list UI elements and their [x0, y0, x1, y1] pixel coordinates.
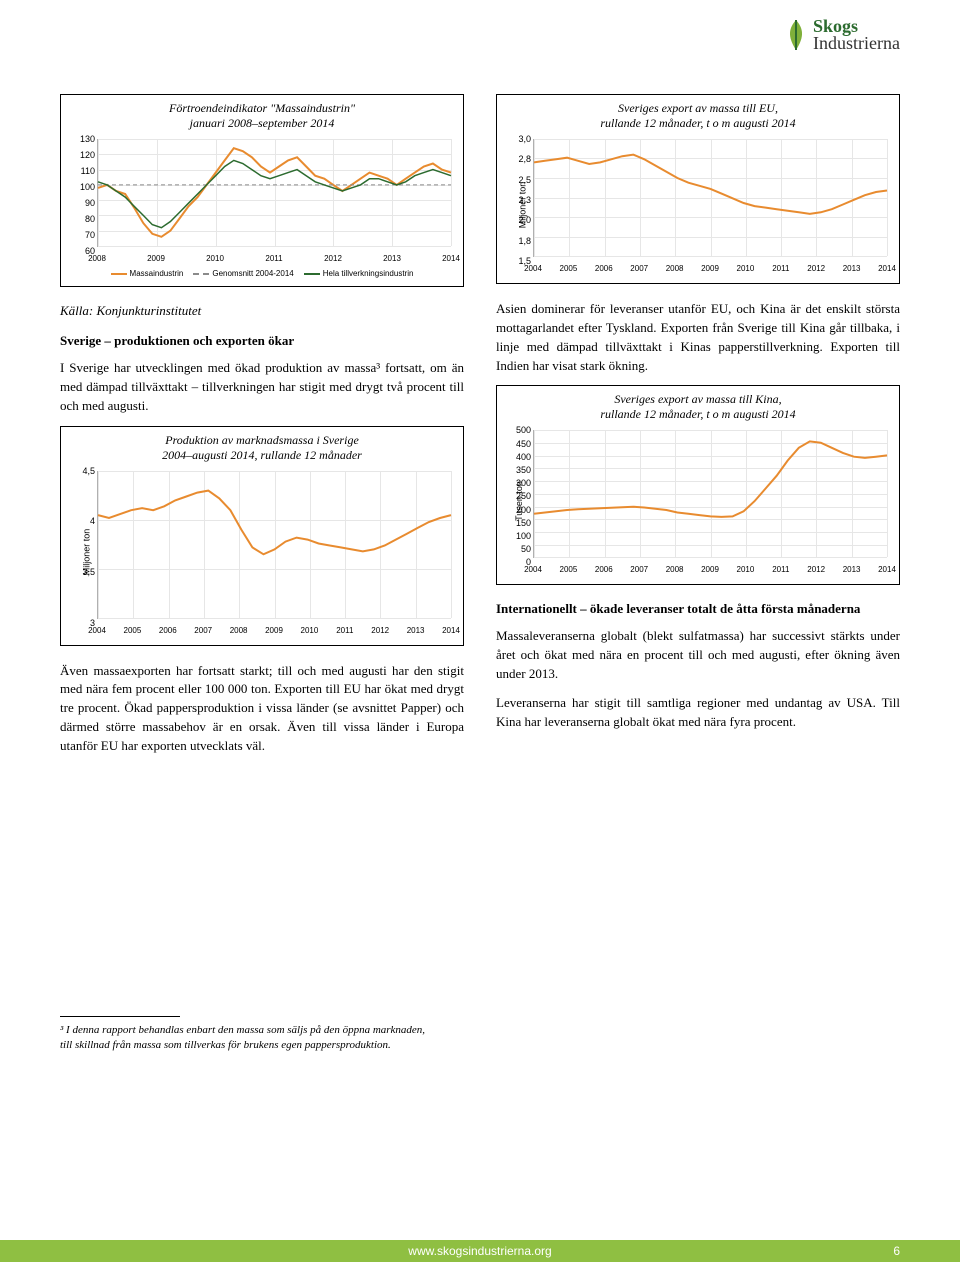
paragraph: I Sverige har utvecklingen med ökad prod… — [60, 359, 464, 416]
chart-fortroende: Förtroendeindikator "Massaindustrin" jan… — [60, 94, 464, 287]
plot-area-wrapper: Miljoner ton 33,544,5 200420052006200720… — [69, 467, 455, 637]
chart-title: Produktion av marknadsmassa i Sverige 20… — [69, 433, 455, 463]
plot-area — [97, 471, 451, 619]
chart-title: Förtroendeindikator "Massaindustrin" jan… — [69, 101, 455, 131]
page-number: 6 — [893, 1244, 900, 1258]
left-column: Förtroendeindikator "Massaindustrin" jan… — [60, 94, 464, 1052]
x-ticks: 2004200520062007200820092010201120122013… — [533, 560, 887, 576]
paragraph: Leveranserna har stigit till samtliga re… — [496, 694, 900, 732]
x-ticks: 2008200920102011201220132014 — [97, 249, 451, 265]
footnote: ³ I denna rapport behandlas enbart den m… — [60, 1023, 440, 1053]
y-ticks: 1,51,82,02,32,52,83,0 — [505, 135, 533, 257]
plot-area-wrapper: 60708090100110120130 2008200920102011201… — [69, 135, 455, 265]
plot-area — [97, 139, 451, 247]
source-line: Källa: Konjunkturinstitutet — [60, 303, 464, 319]
page: Skogs Industrierna Förtroendeindikator "… — [0, 0, 960, 1052]
chart-title: Sveriges export av massa till EU, rullan… — [505, 101, 891, 131]
leaf-icon — [783, 18, 809, 52]
chart-export-kina: Sveriges export av massa till Kina, rull… — [496, 385, 900, 585]
x-ticks: 2004200520062007200820092010201120122013… — [97, 621, 451, 637]
plot-area-wrapper: Tusen ton 050100150200250300350400450500… — [505, 426, 891, 576]
two-column-layout: Förtroendeindikator "Massaindustrin" jan… — [60, 94, 900, 1052]
chart-export-eu: Sveriges export av massa till EU, rullan… — [496, 94, 900, 284]
y-ticks: 050100150200250300350400450500 — [505, 426, 533, 558]
plot-area-wrapper: Miljoner ton 1,51,82,02,32,52,83,0 20042… — [505, 135, 891, 275]
chart-produktion: Produktion av marknadsmassa i Sverige 20… — [60, 426, 464, 646]
footer-url: www.skogsindustrierna.org — [408, 1244, 551, 1258]
paragraph: Asien dominerar för leveranser utanför E… — [496, 300, 900, 375]
paragraph: Massaleveranserna globalt (blekt sulfatm… — [496, 627, 900, 684]
footer-bar: www.skogsindustrierna.org 6 — [0, 1240, 960, 1262]
y-ticks: 60708090100110120130 — [69, 135, 97, 247]
section-heading-sverige: Sverige – produktionen och exporten ökar — [60, 333, 464, 349]
legend: MassaindustrinGenomsnitt 2004-2014Hela t… — [69, 269, 455, 278]
logo: Skogs Industrierna — [783, 18, 900, 52]
paragraph: Även massaexporten har fortsatt starkt; … — [60, 662, 464, 756]
right-column: Sveriges export av massa till EU, rullan… — [496, 94, 900, 1052]
plot-area — [533, 430, 887, 558]
section-heading-international: Internationellt – ökade leveranser total… — [496, 601, 900, 617]
logo-line2: Industrierna — [813, 35, 900, 52]
logo-text: Skogs Industrierna — [813, 18, 900, 52]
plot-area — [533, 139, 887, 257]
footnote-rule — [60, 1016, 180, 1017]
y-ticks: 33,544,5 — [69, 467, 97, 619]
x-ticks: 2004200520062007200820092010201120122013… — [533, 259, 887, 275]
chart-title: Sveriges export av massa till Kina, rull… — [505, 392, 891, 422]
